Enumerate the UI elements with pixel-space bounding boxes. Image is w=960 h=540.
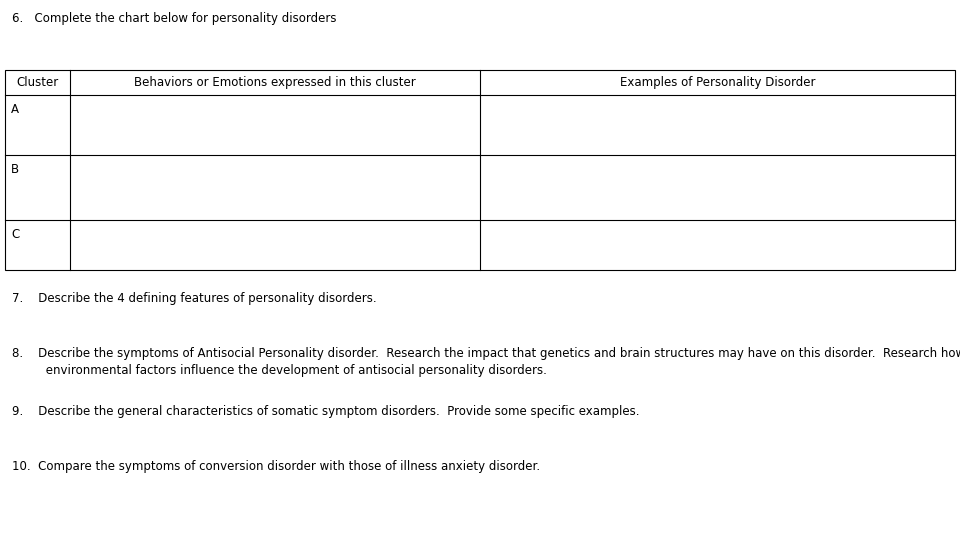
- Text: Behaviors or Emotions expressed in this cluster: Behaviors or Emotions expressed in this …: [134, 76, 416, 89]
- Text: 6.   Complete the chart below for personality disorders: 6. Complete the chart below for personal…: [12, 12, 337, 25]
- Text: 7.    Describe the 4 defining features of personality disorders.: 7. Describe the 4 defining features of p…: [12, 292, 376, 305]
- Text: B: B: [11, 163, 19, 176]
- Text: A: A: [11, 103, 19, 116]
- Text: C: C: [11, 228, 19, 241]
- Text: Cluster: Cluster: [16, 76, 59, 89]
- Text: 10.  Compare the symptoms of conversion disorder with those of illness anxiety d: 10. Compare the symptoms of conversion d…: [12, 460, 540, 473]
- Text: 9.    Describe the general characteristics of somatic symptom disorders.  Provid: 9. Describe the general characteristics …: [12, 405, 639, 418]
- Text: 8.    Describe the symptoms of Antisocial Personality disorder.  Research the im: 8. Describe the symptoms of Antisocial P…: [12, 347, 960, 377]
- Bar: [5, 70, 955, 270]
- Text: Examples of Personality Disorder: Examples of Personality Disorder: [620, 76, 815, 89]
